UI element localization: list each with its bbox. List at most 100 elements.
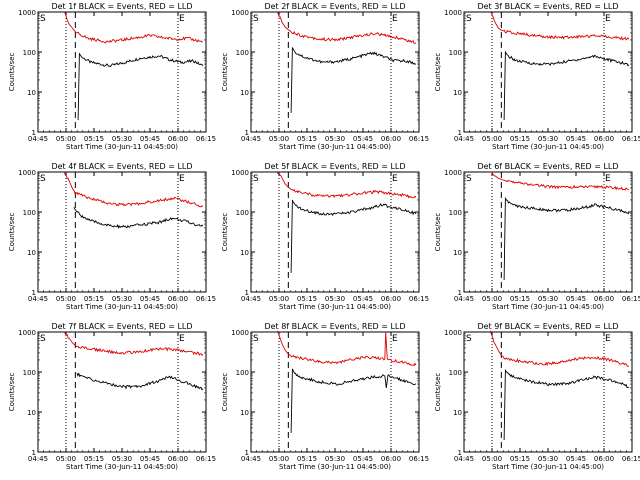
end-marker: E — [392, 14, 398, 24]
x-tick-label: 05:00 — [482, 455, 502, 463]
y-tick-label: 1 — [245, 449, 249, 457]
x-tick-label: 05:30 — [112, 135, 132, 143]
y-tick-label: 1000 — [444, 9, 462, 17]
y-tick-label: 100 — [23, 49, 36, 57]
panel-title: Det 2f BLACK = Events, RED = LLD — [264, 2, 405, 11]
end-marker: E — [392, 334, 398, 344]
series-events-line — [290, 368, 416, 433]
series-lld-line — [63, 172, 204, 208]
y-tick-label: 1000 — [18, 169, 36, 177]
y-tick-label: 10 — [240, 249, 249, 257]
x-tick-label: 05:00 — [269, 455, 289, 463]
y-axis-label: Counts/sec — [434, 53, 442, 92]
x-tick-label: 06:15 — [196, 455, 216, 463]
series-events-line — [73, 207, 204, 229]
end-marker: E — [605, 174, 611, 184]
series-lld-line — [489, 330, 629, 367]
y-axis-label: Counts/sec — [221, 373, 229, 412]
panel-det-6f: Det 6f BLACK = Events, RED = LLD 1 10 100 10… — [434, 162, 640, 311]
y-tick-label: 1000 — [444, 329, 462, 337]
x-tick-label: 04:45 — [454, 455, 474, 463]
panel-title: Det 6f BLACK = Events, RED = LLD — [477, 162, 618, 171]
panel-title: Det 3f BLACK = Events, RED = LLD — [477, 2, 618, 11]
x-tick-label: 05:15 — [510, 295, 530, 303]
y-tick-label: 1 — [458, 289, 462, 297]
x-tick-label: 04:45 — [28, 295, 48, 303]
x-tick-label: 04:45 — [454, 295, 474, 303]
x-tick-label: 06:00 — [168, 455, 188, 463]
plot-frame — [463, 11, 633, 133]
x-axis-label: Start Time (30-Jun-11 04:45:00) — [279, 463, 391, 471]
y-tick-label: 100 — [23, 209, 36, 217]
x-tick-label: 06:15 — [409, 295, 429, 303]
x-axis-label: Start Time (30-Jun-11 04:45:00) — [66, 463, 178, 471]
x-tick-label: 06:15 — [622, 135, 640, 143]
x-tick-label: 05:15 — [84, 295, 104, 303]
x-tick-label: 04:45 — [241, 295, 261, 303]
x-tick-label: 06:15 — [622, 295, 640, 303]
x-tick-label: 05:15 — [84, 135, 104, 143]
y-tick-label: 10 — [27, 249, 36, 257]
x-tick-label: 05:45 — [566, 135, 586, 143]
y-tick-label: 100 — [449, 209, 462, 217]
panel-det-9f: Det 9f BLACK = Events, RED = LLD 1 10 100 10… — [434, 322, 640, 471]
series-lld-line — [276, 11, 417, 44]
y-tick-label: 100 — [236, 49, 249, 57]
y-axis-label: Counts/sec — [8, 373, 16, 412]
x-tick-label: 04:45 — [241, 135, 261, 143]
x-axis-label: Start Time (30-Jun-11 04:45:00) — [492, 143, 604, 151]
y-tick-label: 1 — [458, 449, 462, 457]
y-tick-label: 1 — [32, 289, 36, 297]
x-tick-label: 05:45 — [140, 455, 160, 463]
x-tick-label: 05:45 — [140, 135, 160, 143]
y-tick-label: 10 — [27, 409, 36, 417]
panel-title: Det 8f BLACK = Events, RED = LLD — [264, 322, 405, 331]
x-tick-label: 05:00 — [482, 295, 502, 303]
x-tick-label: 06:15 — [409, 455, 429, 463]
panel-det-1f: Det 1f BLACK = Events, RED = LLD 1 10 100 10… — [8, 2, 216, 151]
x-axis-label: Start Time (30-Jun-11 04:45:00) — [492, 463, 604, 471]
x-tick-label: 06:00 — [594, 455, 614, 463]
end-marker: E — [179, 14, 185, 24]
y-tick-label: 1000 — [18, 329, 36, 337]
y-tick-label: 10 — [453, 249, 462, 257]
y-tick-label: 1000 — [231, 9, 249, 17]
x-tick-label: 05:15 — [84, 455, 104, 463]
x-tick-label: 05:30 — [112, 455, 132, 463]
x-tick-label: 05:30 — [112, 295, 132, 303]
y-tick-label: 100 — [449, 369, 462, 377]
x-tick-label: 04:45 — [241, 455, 261, 463]
y-axis-label: Counts/sec — [8, 213, 16, 252]
start-marker: S — [466, 334, 472, 344]
panel-det-7f: Det 7f BLACK = Events, RED = LLD 1 10 100 10… — [8, 322, 216, 471]
series-events-line — [503, 368, 630, 441]
x-tick-label: 06:00 — [381, 135, 401, 143]
x-tick-label: 06:00 — [168, 135, 188, 143]
x-tick-label: 04:45 — [28, 135, 48, 143]
y-tick-label: 1000 — [231, 169, 249, 177]
plot-frame — [250, 331, 420, 453]
x-tick-label: 06:15 — [196, 135, 216, 143]
y-tick-label: 1 — [32, 129, 36, 137]
x-tick-label: 05:30 — [325, 295, 345, 303]
plot-frame — [37, 171, 207, 293]
y-tick-label: 1 — [32, 449, 36, 457]
y-tick-label: 10 — [27, 89, 36, 97]
series-lld-line — [276, 330, 417, 367]
y-tick-label: 100 — [23, 369, 36, 377]
x-tick-label: 06:15 — [196, 295, 216, 303]
series-lld-line — [490, 171, 629, 191]
x-tick-label: 05:00 — [269, 295, 289, 303]
y-tick-label: 10 — [453, 89, 462, 97]
y-tick-label: 1000 — [18, 9, 36, 17]
x-tick-label: 06:00 — [594, 295, 614, 303]
x-axis-label: Start Time (30-Jun-11 04:45:00) — [66, 143, 178, 151]
start-marker: S — [253, 334, 259, 344]
y-tick-label: 1 — [458, 129, 462, 137]
panel-title: Det 4f BLACK = Events, RED = LLD — [51, 162, 192, 171]
panel-title: Det 1f BLACK = Events, RED = LLD — [51, 2, 192, 11]
start-marker: S — [466, 14, 472, 24]
start-marker: S — [253, 174, 259, 184]
plot-frame — [463, 331, 633, 453]
